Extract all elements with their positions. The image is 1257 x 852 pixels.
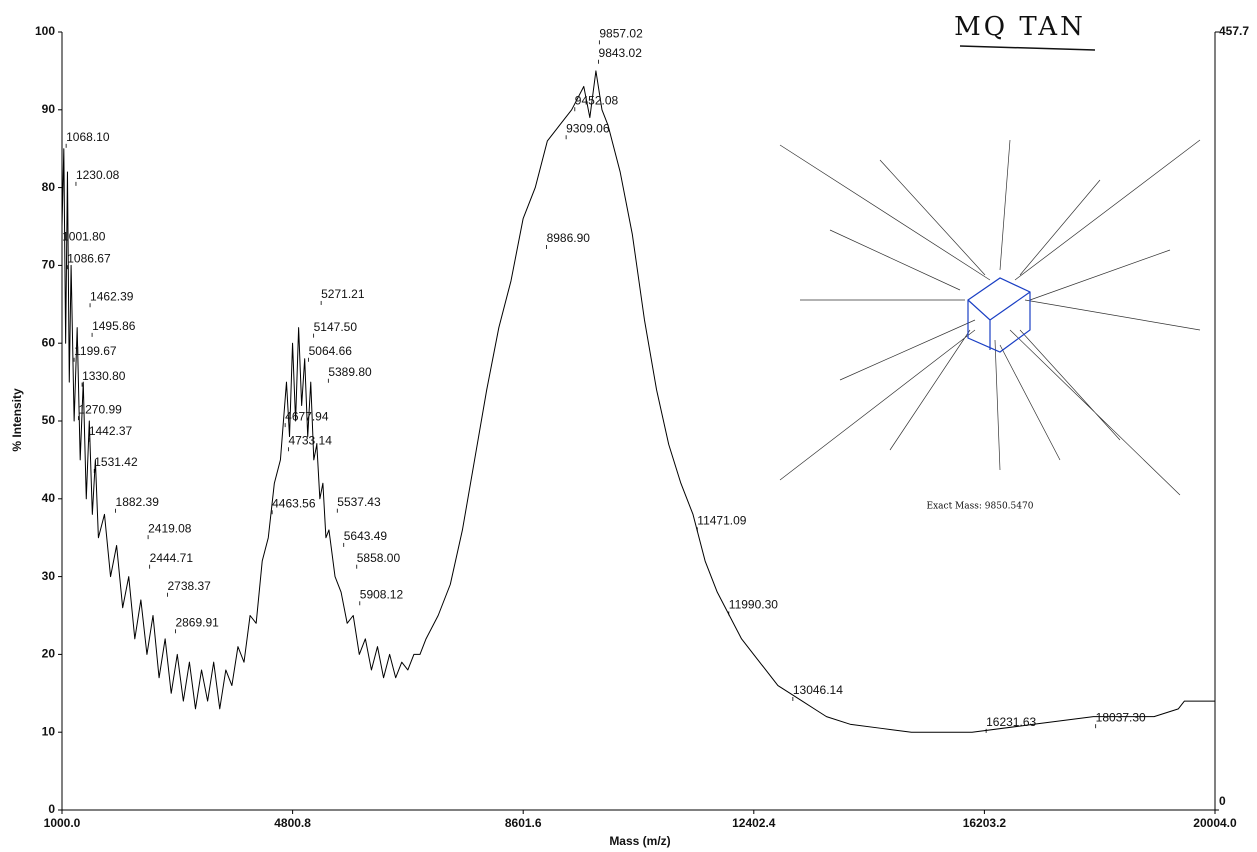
x-tick-label: 4800.8 [274, 816, 311, 830]
peak-label: 5858.00 [357, 551, 401, 565]
peak-label: 5389.80 [328, 365, 372, 379]
y-tick-label: 30 [42, 569, 56, 583]
x-tick-label: 12402.4 [732, 816, 776, 830]
y-tick-label: 0 [48, 802, 55, 816]
peak-label: 1270.99 [78, 402, 122, 416]
y-axis-label: % Intensity [10, 388, 24, 452]
peak-label: 4733.14 [288, 433, 332, 447]
handwritten-note: MQ TAN [954, 12, 1086, 42]
peak-label: 1001.80 [62, 230, 106, 244]
inset-caption: Exact Mass: 9850.5470 [927, 502, 1034, 512]
y-tick-label: 40 [42, 491, 56, 505]
y-tick-label: 50 [42, 413, 56, 427]
peak-label: 1495.86 [92, 319, 136, 333]
x-tick-label: 1000.0 [44, 816, 81, 830]
note-underline [959, 45, 1096, 51]
peak-label: 1068.10 [66, 130, 110, 144]
y-tick-label: 10 [42, 724, 56, 738]
peak-label: 1531.42 [94, 455, 138, 469]
spectrum-line [61, 70, 1215, 733]
peak-label: 11471.09 [697, 514, 746, 528]
peak-label: 16231.63 [986, 715, 1036, 729]
peak-label: 2869.91 [175, 615, 219, 629]
y2-tick-label: 0 [1219, 794, 1226, 808]
peak-label: 5537.43 [337, 495, 381, 509]
peak-label: 9309.06 [566, 121, 610, 135]
x-axis-label: Mass (m/z) [609, 834, 670, 848]
peak-label: 1086.67 [67, 251, 111, 265]
y-tick-label: 100 [35, 24, 55, 38]
peak-label: 18037.30 [1096, 710, 1146, 724]
x-tick-label: 8601.6 [505, 816, 542, 830]
y-tick-label: 20 [42, 647, 56, 661]
peak-label: 1199.67 [74, 344, 117, 358]
x-tick-label: 20004.0 [1193, 816, 1237, 830]
peak-label: 11990.30 [729, 598, 778, 612]
peak-label: 1442.37 [89, 424, 133, 438]
peak-label: 4677.94 [285, 409, 329, 423]
peak-label: 9857.02 [599, 27, 643, 41]
peak-label: 5908.12 [360, 587, 404, 601]
peak-label: 13046.14 [793, 683, 843, 697]
y-tick-label: 90 [42, 102, 56, 116]
peak-label: 1230.08 [76, 168, 120, 182]
peak-label: 2419.08 [148, 521, 192, 535]
y-tick-label: 60 [42, 335, 56, 349]
y-tick-label: 70 [42, 258, 56, 272]
peak-label: 1882.39 [116, 495, 160, 509]
peak-label: 1330.80 [82, 369, 126, 383]
peak-label: 5147.50 [314, 320, 358, 334]
peak-label: 1462.39 [90, 289, 134, 303]
peak-label: 2444.71 [150, 551, 194, 565]
structure-inset: Exact Mass: 9850.5470 [779, 139, 1201, 512]
y-tick-label: 80 [42, 180, 56, 194]
peak-label: 9452.08 [575, 93, 619, 107]
peak-label: 9843.02 [599, 46, 643, 60]
x-tick-label: 16203.2 [963, 816, 1007, 830]
peak-label: 8986.90 [547, 231, 591, 245]
peak-label: 5643.49 [344, 529, 388, 543]
peak-label: 5064.66 [309, 344, 353, 358]
peak-label: 5271.21 [321, 287, 365, 301]
peak-label: 4463.56 [272, 496, 316, 510]
y2-tick-label: 457.7 [1219, 24, 1249, 38]
peak-label: 2738.37 [167, 579, 211, 593]
